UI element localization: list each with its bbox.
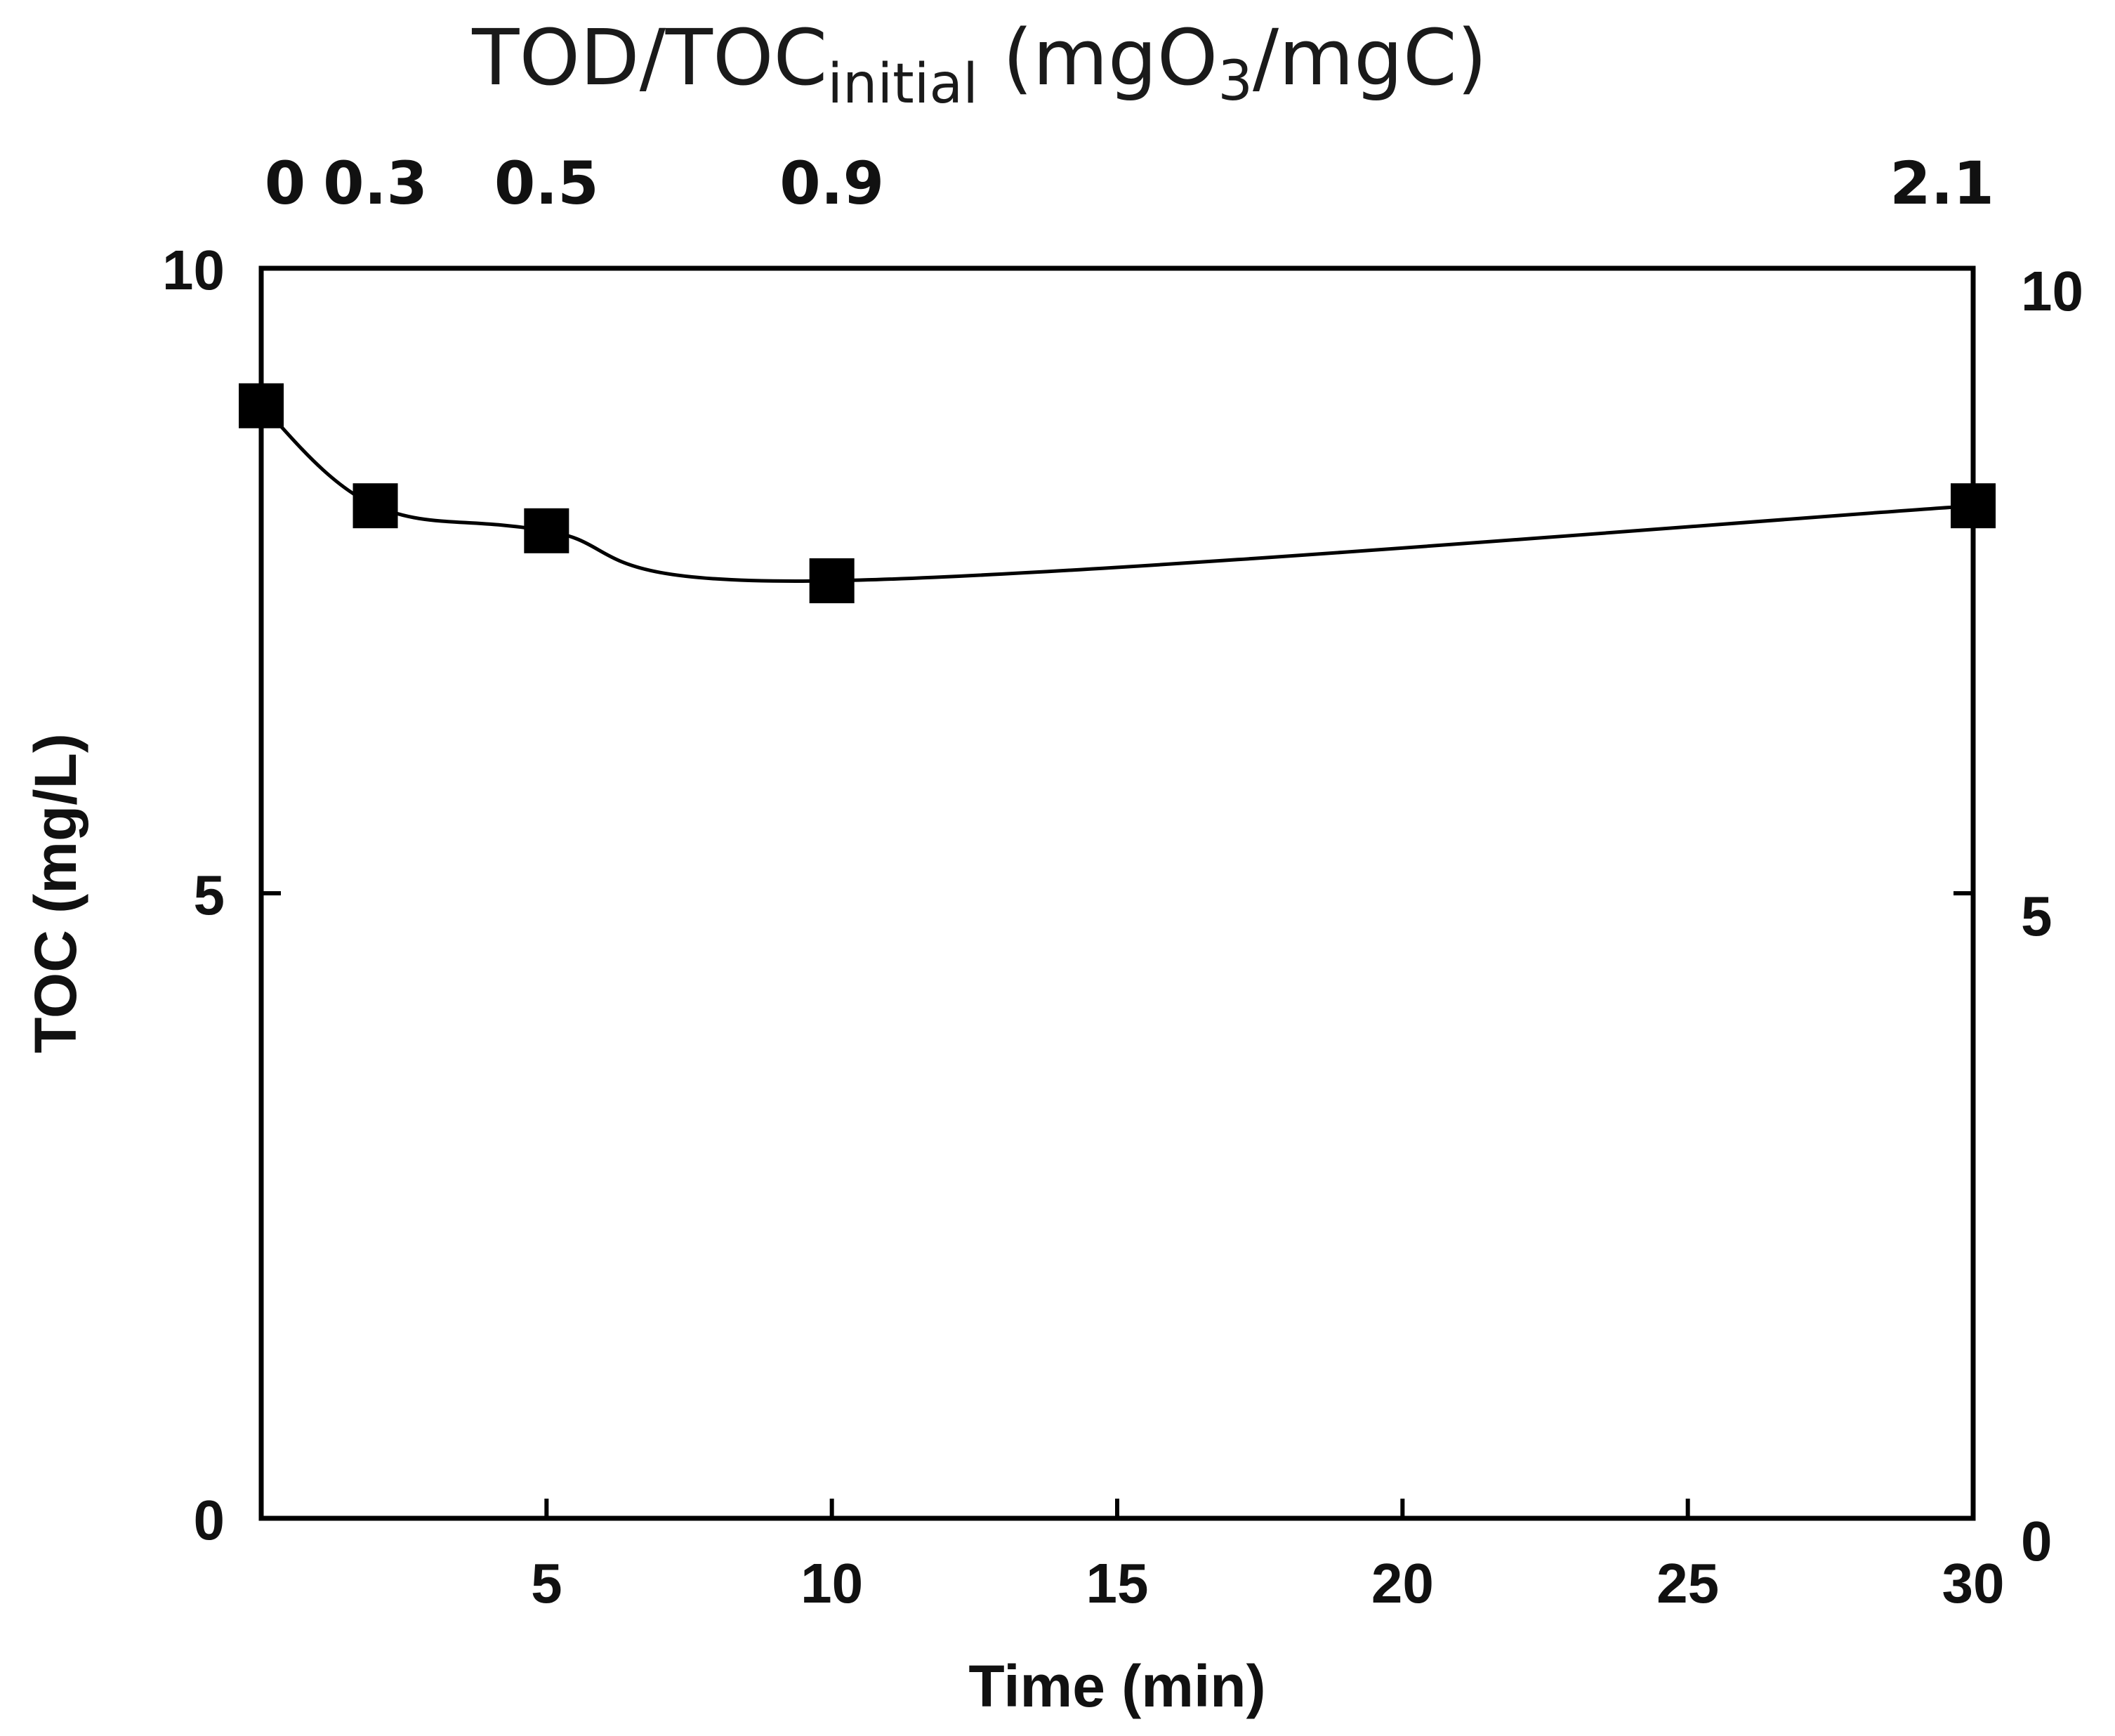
- top-axis-title-tail-sub: 3: [1218, 50, 1253, 113]
- top-axis-title-main: TOD/TOC: [471, 13, 827, 103]
- top-axis-title-tail-pre: (mgO: [978, 13, 1218, 103]
- y-tick-label-left-5: 5: [194, 864, 225, 926]
- data-point-30: [1951, 483, 1996, 529]
- data-point-0: [239, 383, 284, 428]
- x-tick-label-5: 5: [531, 1552, 562, 1615]
- y-tick-label-left-0: 0: [194, 1489, 225, 1551]
- top-axis-title-sub: initial: [827, 53, 978, 116]
- x-tick-label-30: 30: [1942, 1552, 2005, 1615]
- y-axis-title: TOC (mg/L): [22, 733, 88, 1053]
- y-tick-label-right-5: 5: [2021, 885, 2053, 947]
- x-tick-label-10: 10: [800, 1552, 863, 1615]
- top-tick-label-2: 0.5: [494, 149, 599, 218]
- top-axis-title: TOD/TOCinitial (mgO3/mgC): [471, 13, 1487, 116]
- top-axis-title-tail-post: /mgC): [1253, 13, 1487, 103]
- data-point-2: [352, 483, 398, 529]
- top-tick-label-3: 0.9: [779, 149, 884, 218]
- y-tick-label-left-10: 10: [162, 239, 225, 301]
- plot-frame: [258, 265, 1976, 1521]
- top-tick-label-4: 2.1: [1890, 149, 1994, 218]
- data-point-10: [809, 558, 855, 603]
- x-axis-title: Time (min): [968, 1653, 1265, 1719]
- series-line-0: [260, 404, 1974, 583]
- top-tick-label-0: 0: [265, 149, 305, 218]
- x-tick-label-25: 25: [1656, 1552, 1719, 1615]
- x-tick-label-15: 15: [1086, 1552, 1149, 1615]
- top-tick-label-1: 0.3: [323, 149, 428, 218]
- data-point-5: [524, 508, 569, 553]
- y-tick-label-right-0: 0: [2021, 1510, 2053, 1572]
- y-tick-label-right-10: 10: [2021, 260, 2083, 322]
- x-tick-label-20: 20: [1371, 1552, 1434, 1615]
